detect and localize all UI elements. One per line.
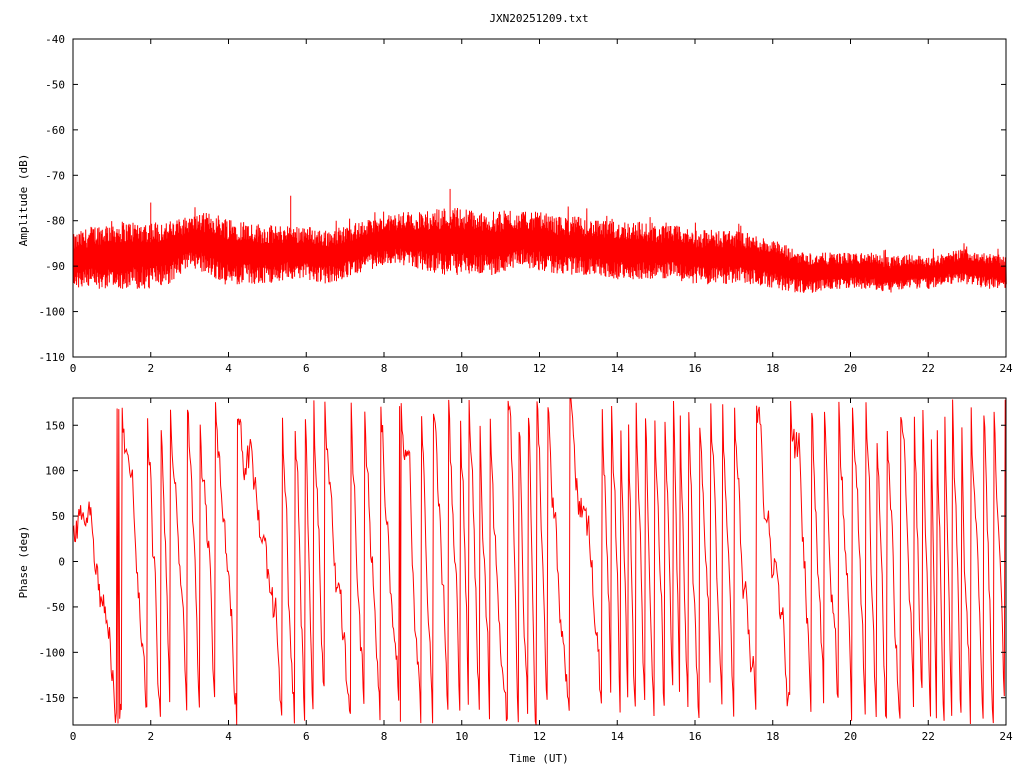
amplitude-x-tick-label: 18 xyxy=(766,362,779,375)
amplitude-x-tick-label: 2 xyxy=(147,362,154,375)
phase-x-tick-label: 0 xyxy=(70,730,77,743)
amplitude-y-tick-label: -110 xyxy=(39,351,66,364)
amplitude-y-tick-label: -50 xyxy=(45,78,65,91)
amplitude-x-tick-label: 8 xyxy=(381,362,388,375)
amplitude-y-ticks: -40 -50 -60 -70 -80 -90 -100 -110 xyxy=(39,33,1006,364)
amplitude-x-tick-label: 10 xyxy=(455,362,468,375)
phase-x-tick-label: 2 xyxy=(147,730,154,743)
amplitude-plot-frame xyxy=(72,38,1007,358)
amplitude-x-tick-label: 0 xyxy=(70,362,77,375)
amplitude-x-tick-label: 24 xyxy=(999,362,1013,375)
phase-y-tick-label: 100 xyxy=(45,465,65,478)
phase-x-tick-label: 8 xyxy=(381,730,388,743)
chart-title: JXN20251209.txt xyxy=(489,12,588,25)
phase-x-ticks: 0 2 4 6 8 10 12 14 16 18 20 22 24 xyxy=(70,398,1013,743)
phase-y-ticks: 150 100 50 0 -50 -100 -150 xyxy=(39,419,1006,705)
amplitude-x-tick-label: 22 xyxy=(922,362,935,375)
phase-x-tick-label: 4 xyxy=(225,730,232,743)
amplitude-x-tick-label: 6 xyxy=(303,362,310,375)
amplitude-line xyxy=(72,206,1007,293)
phase-series xyxy=(72,397,1007,726)
amplitude-chart: -40-50-60-70-80-90-100-110 0 2 4 6 8 10 12 14 16… xyxy=(17,33,1013,375)
phase-x-tick-label: 10 xyxy=(455,730,468,743)
amplitude-y-tick-label: -60 xyxy=(45,124,65,137)
amplitude-x-ticks: 0 2 4 6 8 10 12 14 16 18 20 22 24 xyxy=(70,39,1013,375)
amplitude-x-tick-label: 12 xyxy=(533,362,546,375)
phase-y-tick-label: -100 xyxy=(39,646,66,659)
amplitude-x-tick-label: 4 xyxy=(225,362,232,375)
phase-x-tick-label: 20 xyxy=(844,730,857,743)
phase-x-axis-label: Time (UT) xyxy=(509,752,569,765)
phase-y-tick-label: -150 xyxy=(39,692,66,705)
amplitude-y-tick-label: -100 xyxy=(39,306,66,319)
phase-x-tick-label: 14 xyxy=(611,730,625,743)
phase-x-tick-label: 24 xyxy=(999,730,1013,743)
amplitude-y-tick-label: -40 xyxy=(45,33,65,46)
amplitude-series xyxy=(72,188,1007,293)
phase-x-tick-label: 18 xyxy=(766,730,779,743)
amplitude-y-axis-label: Amplitude (dB) xyxy=(17,154,30,247)
amplitude-x-tick-label: 20 xyxy=(844,362,857,375)
phase-x-tick-label: 12 xyxy=(533,730,546,743)
phase-x-tick-label: 16 xyxy=(688,730,701,743)
amplitude-x-tick-label: 16 xyxy=(688,362,701,375)
amplitude-x-tick-label: 14 xyxy=(611,362,625,375)
phase-y-tick-label: 150 xyxy=(45,419,65,432)
amplitude-y-tick-label: -80 xyxy=(45,215,65,228)
phase-y-axis-label: Phase (deg) xyxy=(17,526,30,599)
phase-x-tick-label: 22 xyxy=(922,730,935,743)
amplitude-y-tick-label: -70 xyxy=(45,169,65,182)
amplitude-y-tick-label: -90 xyxy=(45,260,65,273)
phase-y-tick-label: 0 xyxy=(58,556,65,569)
phase-y-tick-label: -50 xyxy=(45,601,65,614)
phase-y-tick-label: 50 xyxy=(52,510,65,523)
phase-x-tick-label: 6 xyxy=(303,730,310,743)
phase-line xyxy=(72,397,1007,726)
